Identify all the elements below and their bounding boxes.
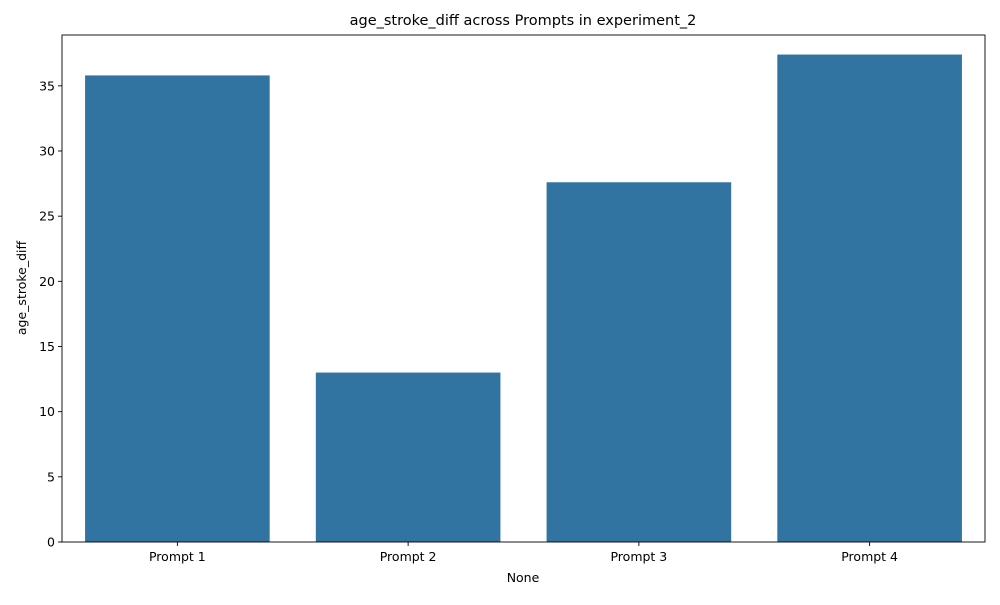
y-tick-label: 30 bbox=[39, 143, 55, 158]
y-tick-label: 5 bbox=[47, 469, 55, 484]
y-tick-label: 0 bbox=[47, 535, 55, 550]
y-tick-label: 15 bbox=[39, 339, 55, 354]
y-axis-label: age_stroke_diff bbox=[14, 241, 29, 336]
x-axis-label: None bbox=[507, 570, 540, 585]
bar-3 bbox=[546, 182, 732, 542]
plot-frame bbox=[61, 34, 986, 543]
x-tick-label: Prompt 4 bbox=[841, 549, 898, 564]
x-tick-label: Prompt 1 bbox=[149, 549, 206, 564]
y-tick-label: 20 bbox=[39, 274, 55, 289]
plot-area: 0 5 10 15 20 25 30 35 Prompt 1 Prompt 2 Prompt 3 Pr… bbox=[39, 34, 986, 564]
bar-2 bbox=[315, 372, 501, 542]
x-tick-label: Prompt 3 bbox=[610, 549, 667, 564]
bar-4 bbox=[777, 54, 962, 542]
chart-title: age_stroke_diff across Prompts in experi… bbox=[350, 13, 697, 29]
bar-1 bbox=[85, 75, 270, 543]
x-tick-label: Prompt 2 bbox=[380, 549, 437, 564]
y-tick-label: 25 bbox=[39, 209, 55, 224]
y-tick-label: 35 bbox=[39, 78, 55, 93]
y-tick-label: 10 bbox=[39, 404, 55, 419]
